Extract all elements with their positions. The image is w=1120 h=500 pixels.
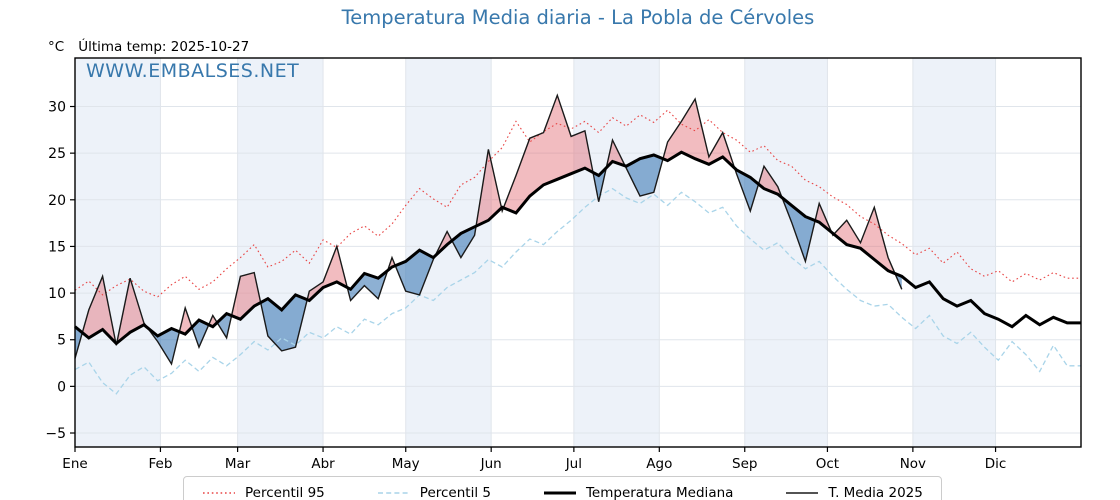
y-tick-label: 25 bbox=[48, 146, 66, 162]
legend-sample-percentil-95 bbox=[203, 492, 235, 494]
legend-sample-percentil-5 bbox=[377, 492, 410, 494]
series-t-media-2025 bbox=[74, 93, 903, 366]
x-tick-label: Sep bbox=[732, 456, 757, 472]
x-tick-label: May bbox=[392, 456, 420, 472]
fill-above-median bbox=[606, 140, 626, 168]
y-tick-label: 30 bbox=[48, 100, 66, 116]
series-percentil-95 bbox=[74, 109, 1081, 298]
fill-below-median bbox=[395, 250, 435, 295]
fill-below-median bbox=[260, 294, 308, 351]
y-tick-label: 5 bbox=[57, 333, 66, 349]
fill-above-median bbox=[435, 231, 452, 256]
fill-above-median bbox=[307, 246, 348, 301]
x-tick-label: Mar bbox=[225, 456, 251, 472]
legend-item-mediana: Temperatura Mediana bbox=[543, 485, 733, 500]
month-band-ene bbox=[75, 58, 161, 447]
y-tick-label: 0 bbox=[57, 379, 66, 395]
x-tick-label: Jun bbox=[480, 456, 502, 472]
fill-below-median bbox=[451, 226, 477, 258]
x-tick-label: Oct bbox=[816, 456, 839, 472]
watermark: WWW.EMBALSES.NET bbox=[86, 60, 300, 82]
fill-above-median bbox=[82, 276, 116, 343]
month-band-mar bbox=[237, 58, 324, 447]
plot-border bbox=[74, 57, 1082, 448]
legend-label: Percentil 5 bbox=[419, 485, 491, 500]
legend-item-media-2025: T. Media 2025 bbox=[785, 485, 923, 500]
fill-above-median bbox=[476, 149, 502, 227]
fill-below-median bbox=[593, 167, 607, 202]
legend-item-percentil-5: Percentil 5 bbox=[377, 485, 491, 500]
series-percentil-5 bbox=[74, 187, 1081, 395]
series-temperatura-mediana bbox=[74, 150, 1081, 346]
y-tick-label: 15 bbox=[48, 239, 66, 255]
x-tick-label: Ene bbox=[62, 456, 87, 472]
x-tick-label: Abr bbox=[311, 456, 335, 472]
legend-sample-media-2025 bbox=[786, 492, 819, 494]
month-band-nov bbox=[912, 58, 996, 447]
legend-label: T. Media 2025 bbox=[828, 485, 923, 500]
fill-above-median bbox=[758, 166, 783, 198]
legend: Percentil 95 Percentil 5 Temperatura Med… bbox=[183, 476, 942, 500]
last-temp-label: Última temp: 2025-10-27 bbox=[78, 39, 250, 55]
legend-label: Percentil 95 bbox=[245, 485, 325, 500]
x-tick-label: Jul bbox=[565, 456, 582, 472]
fill-above-median bbox=[833, 207, 895, 274]
legend-item-percentil-95: Percentil 95 bbox=[202, 485, 325, 500]
fill-below-median bbox=[147, 327, 180, 364]
month-band-jul bbox=[573, 58, 660, 447]
unit-label: °C bbox=[48, 39, 65, 55]
x-tick-label: Dic bbox=[985, 456, 1007, 472]
x-tick-label: Ago bbox=[646, 456, 672, 472]
legend-sample-mediana bbox=[543, 491, 576, 495]
fill-above-median bbox=[503, 95, 593, 213]
fill-below-median bbox=[734, 168, 759, 211]
x-tick-label: Feb bbox=[148, 456, 172, 472]
fill-below-median bbox=[192, 320, 209, 348]
fill-below-median bbox=[625, 155, 663, 197]
y-tick-label: 10 bbox=[48, 286, 66, 302]
page-title: Temperatura Media diaria - La Pobla de C… bbox=[341, 6, 815, 29]
y-tick-label: −5 bbox=[45, 426, 66, 442]
fill-above-median bbox=[179, 308, 192, 335]
fill-above-median bbox=[815, 203, 832, 233]
y-tick-label: 20 bbox=[48, 193, 66, 209]
fill-below-median bbox=[782, 197, 816, 262]
legend-label: Temperatura Mediana bbox=[585, 485, 734, 500]
axis-corner-labels: °C Última temp: 2025-10-27 bbox=[48, 39, 249, 55]
x-tick-label: Nov bbox=[900, 456, 926, 472]
